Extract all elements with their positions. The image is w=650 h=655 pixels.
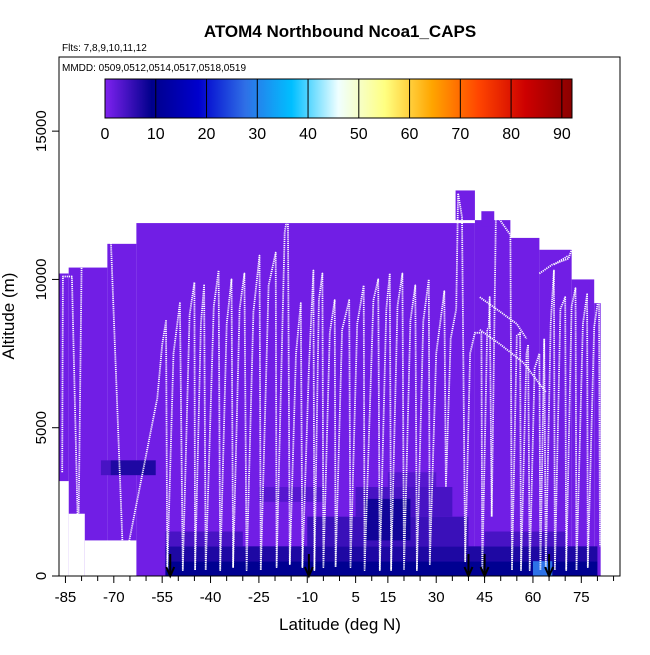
heatmap-cell-9 [59,481,69,576]
x-tick-label-3: -40 [200,589,222,606]
flight-track-0 [61,192,601,571]
colorbar-tick-label-2: 20 [198,126,216,143]
x-tick-label-8: 30 [428,589,445,606]
flight-tracks [61,192,601,571]
x-tick-label-2: -55 [151,589,173,606]
y-tick-label-3: 15000 [33,110,50,152]
colorbar-tick-label-6: 60 [401,126,419,143]
y-axis-label: Altitude (m) [0,273,18,360]
x-tick-label-6: 5 [351,589,359,606]
colorbar: 0 10 20 30 40 50 60 70 80 90 [101,78,573,143]
x-tick-label-5: -10 [296,589,318,606]
heatmap-cell-11 [84,540,137,576]
heatmap-cell-10 [68,513,85,576]
x-tick-label-11: 75 [573,589,590,606]
y-tick-label-1: 5000 [33,411,50,444]
heatmap-cell-15 [100,460,111,476]
annotation-dates: MMDD: 0509,0512,0514,0517,0518,0519 [62,63,246,74]
colorbar-bar [104,78,573,119]
heatmap-cell-14 [110,460,156,476]
heatmap-cell-8 [594,303,601,576]
heatmap-cell-23 [365,498,411,541]
x-axis-label: Latitude (deg N) [279,615,401,634]
x-tick-label-1: -70 [103,589,125,606]
colorbar-tick-label-3: 30 [248,126,266,143]
x-tick-label-10: 60 [525,589,542,606]
colorbar-tick-label-9: 90 [553,126,571,143]
y-tick-label-0: 0 [33,572,50,580]
heatmap-cell-21 [484,531,566,547]
annotation-flights: Flts: 7,8,9,10,11,12 [62,43,147,54]
colorbar-tick-label-5: 50 [350,126,368,143]
x-tick-label-9: 45 [476,589,493,606]
heatmap-cell-0 [59,273,69,576]
heatmap-cell-18 [165,531,243,547]
x-tick-label-4: -25 [248,589,270,606]
colorbar-tick-label-1: 10 [147,126,165,143]
colorbar-tick-label-7: 70 [451,126,469,143]
flight-track-4 [553,254,569,266]
heatmap-cell-24 [387,472,437,488]
heatmap-cell-13 [481,211,495,227]
x-tick-label-7: 15 [380,589,397,606]
flight-track-2 [479,296,528,340]
heatmap-cell-7 [571,279,595,576]
colorbar-tick-label-4: 40 [299,126,317,143]
colorbar-tick-label-8: 80 [502,126,520,143]
x-tick-label-0: -85 [55,589,77,606]
chart-title: ATOM4 Northbound Ncoa1_CAPS [204,22,476,41]
flight-track-1 [479,329,547,393]
axes: -85 -70 -55 -40 -25 -10 5 15 30 45 60 75 0 5000 10000 1… [33,110,615,606]
y-tick-label-2: 10000 [33,259,50,301]
heatmap-cell-16 [165,561,598,576]
heatmap-cell-17 [165,546,598,562]
colorbar-tick-label-0: 0 [101,126,110,143]
